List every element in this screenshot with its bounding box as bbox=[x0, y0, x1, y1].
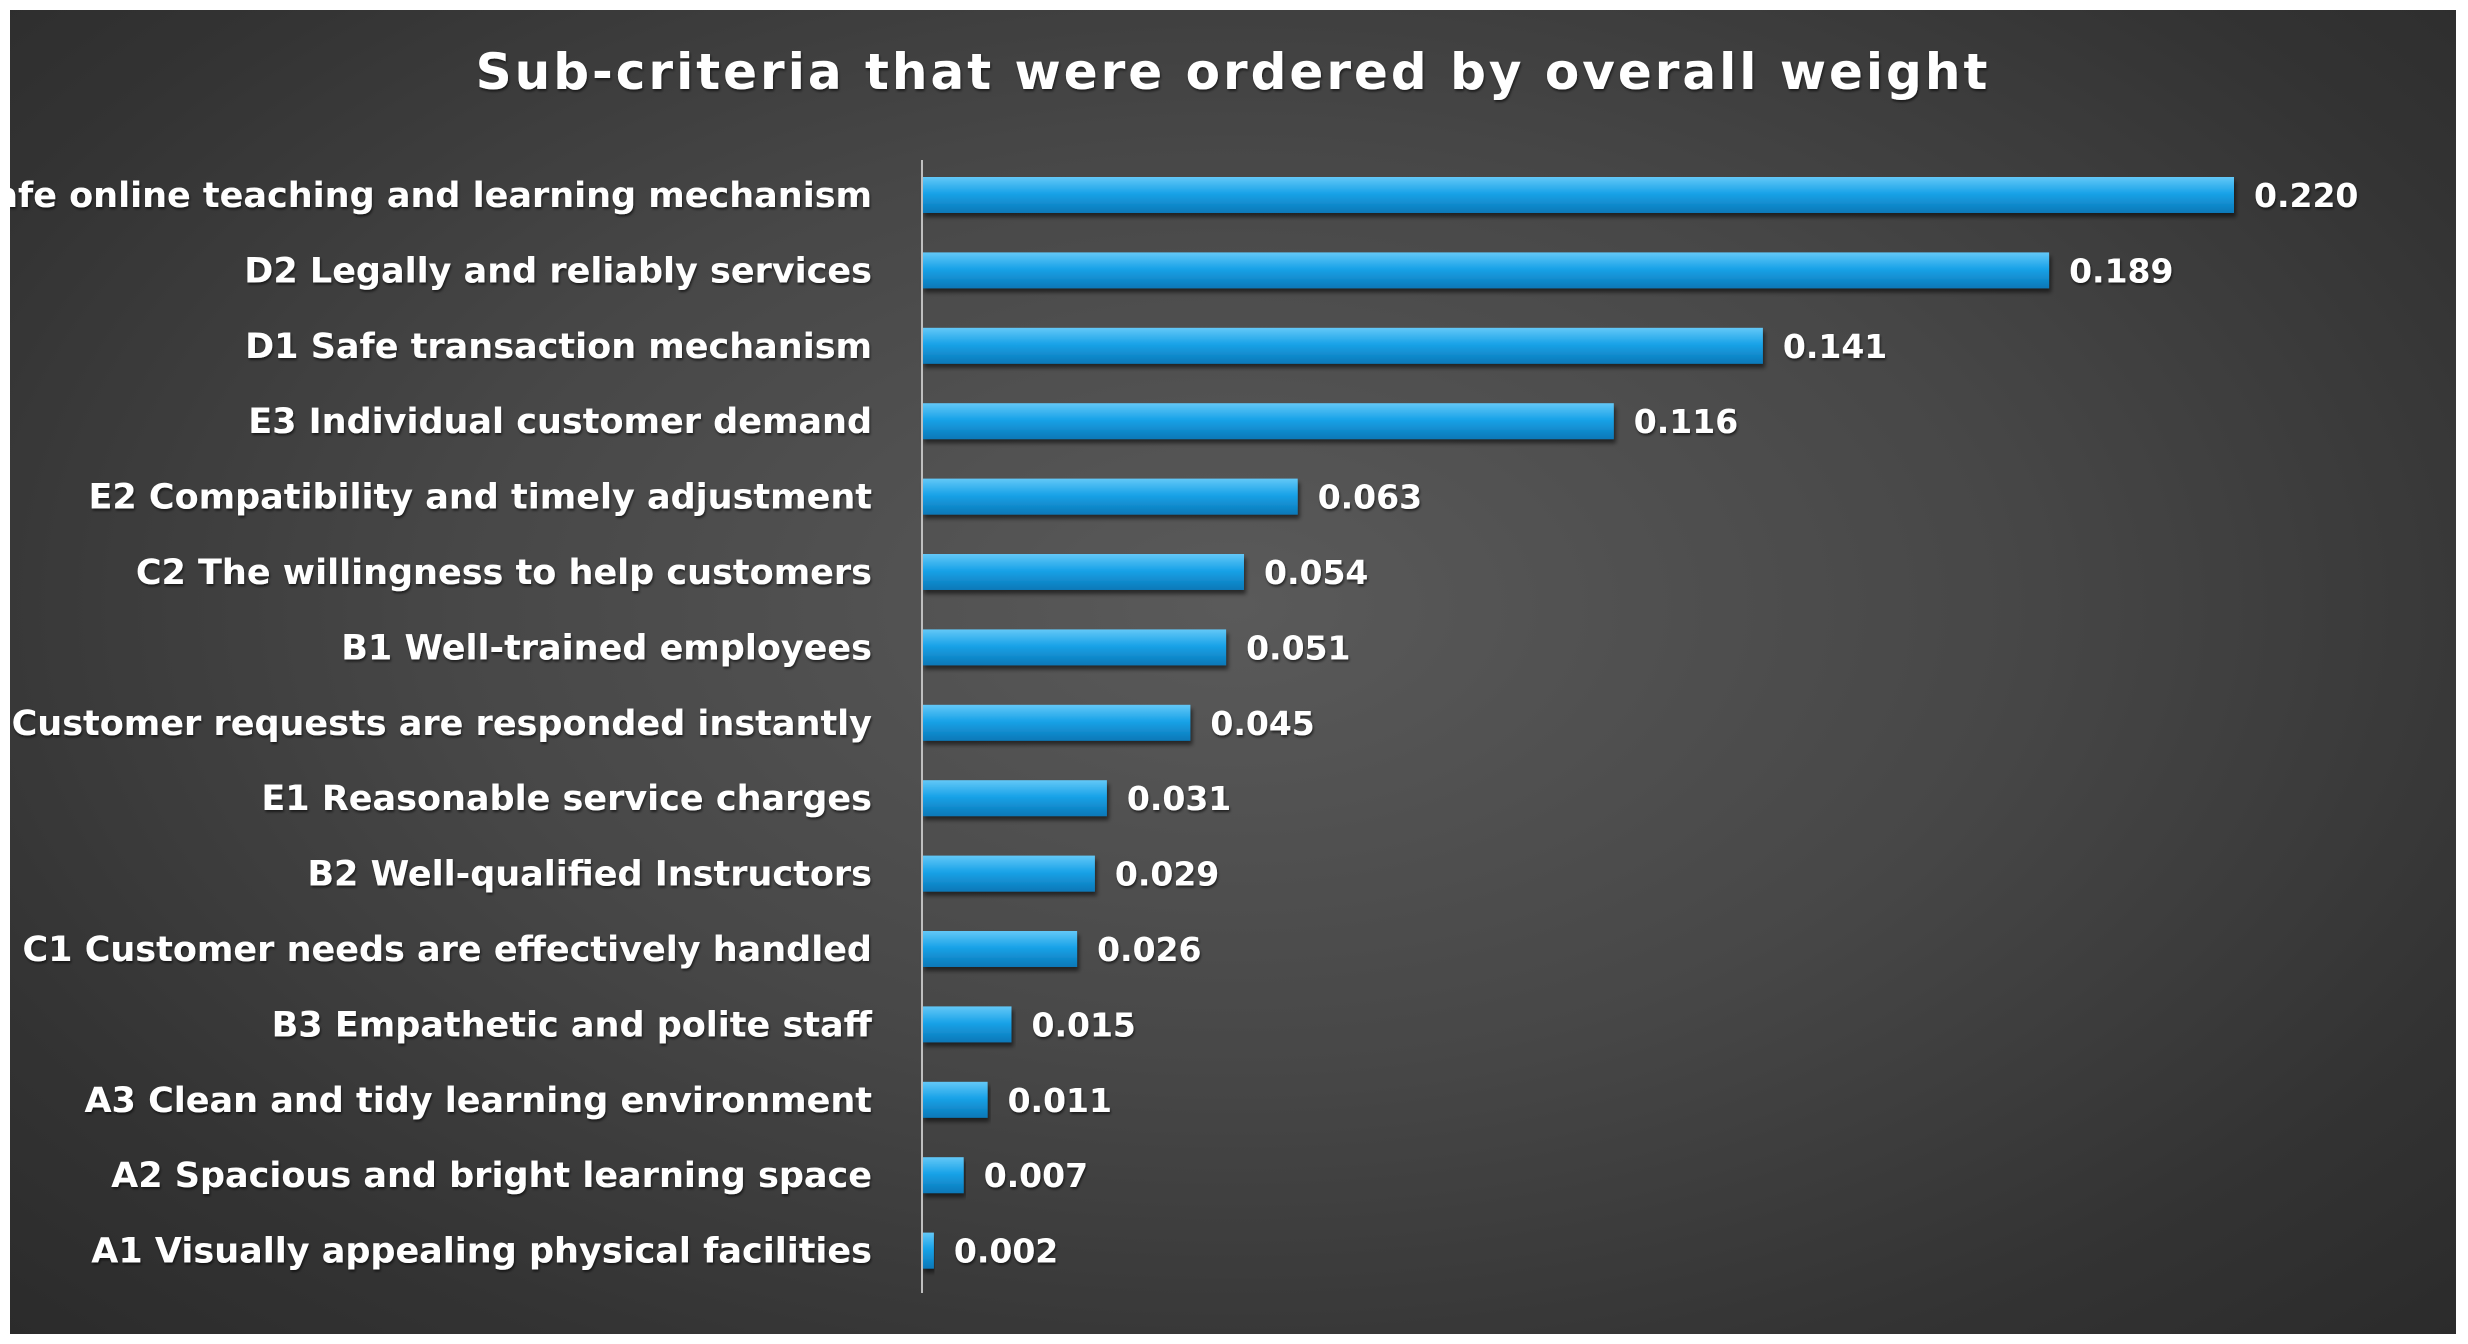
bar bbox=[922, 327, 1763, 364]
category-label: E3 Individual customer demand bbox=[248, 402, 872, 442]
bar bbox=[922, 554, 1244, 590]
plot-area: D3 Safe online teaching and learning mec… bbox=[10, 176, 2358, 1272]
bar bbox=[922, 1157, 964, 1194]
category-label: C3 Customer requests are responded insta… bbox=[10, 704, 872, 744]
data-label: 0.002 bbox=[954, 1232, 1058, 1271]
bar bbox=[922, 403, 1614, 440]
bar bbox=[922, 704, 1191, 741]
category-label: A1 Visually appealing physical facilitie… bbox=[91, 1232, 872, 1272]
bar bbox=[922, 1006, 1012, 1043]
chart-title: Sub-criteria that were ordered by overal… bbox=[476, 43, 1991, 101]
data-label: 0.029 bbox=[1115, 855, 1219, 894]
bar-chart: Sub-criteria that were ordered by overal… bbox=[10, 43, 2358, 1293]
data-label: 0.051 bbox=[1246, 628, 1350, 667]
category-label: E1 Reasonable service charges bbox=[261, 779, 872, 819]
data-label: 0.015 bbox=[1032, 1005, 1136, 1044]
data-label: 0.063 bbox=[1318, 478, 1422, 517]
category-label: B2 Well-qualified Instructors bbox=[307, 855, 872, 895]
category-label: B1 Well-trained employees bbox=[341, 628, 872, 668]
category-label: B3 Empathetic and polite staff bbox=[272, 1005, 873, 1045]
bar bbox=[922, 931, 1078, 967]
data-label: 0.007 bbox=[984, 1156, 1088, 1195]
data-label: 0.011 bbox=[1008, 1081, 1112, 1120]
data-label: 0.045 bbox=[1210, 704, 1314, 743]
category-label: C1 Customer needs are effectively handle… bbox=[22, 930, 872, 970]
category-label: D3 Safe online teaching and learning mec… bbox=[10, 176, 872, 216]
data-label: 0.141 bbox=[1783, 327, 1887, 366]
bar bbox=[922, 252, 2050, 289]
category-label: D1 Safe transaction mechanism bbox=[245, 327, 872, 367]
data-label: 0.054 bbox=[1264, 553, 1368, 592]
bar bbox=[922, 1232, 934, 1269]
data-label: 0.031 bbox=[1127, 779, 1231, 818]
data-label: 0.220 bbox=[2254, 176, 2358, 215]
bar bbox=[922, 1081, 988, 1118]
bar bbox=[922, 478, 1298, 515]
data-label: 0.189 bbox=[2069, 251, 2173, 290]
category-label: A3 Clean and tidy learning environment bbox=[84, 1081, 872, 1121]
chart-container: Sub-criteria that were ordered by overal… bbox=[10, 10, 2456, 1334]
data-label: 0.116 bbox=[1634, 402, 1738, 441]
category-label: D2 Legally and reliably services bbox=[244, 251, 872, 291]
bar bbox=[922, 629, 1227, 666]
bar bbox=[922, 177, 2234, 213]
bar bbox=[922, 780, 1107, 817]
category-label: A2 Spacious and bright learning space bbox=[111, 1156, 872, 1196]
category-label: C2 The willingness to help customers bbox=[136, 553, 872, 593]
bar bbox=[922, 855, 1095, 892]
category-label: E2 Compatibility and timely adjustment bbox=[88, 478, 872, 518]
data-label: 0.026 bbox=[1097, 930, 1201, 969]
